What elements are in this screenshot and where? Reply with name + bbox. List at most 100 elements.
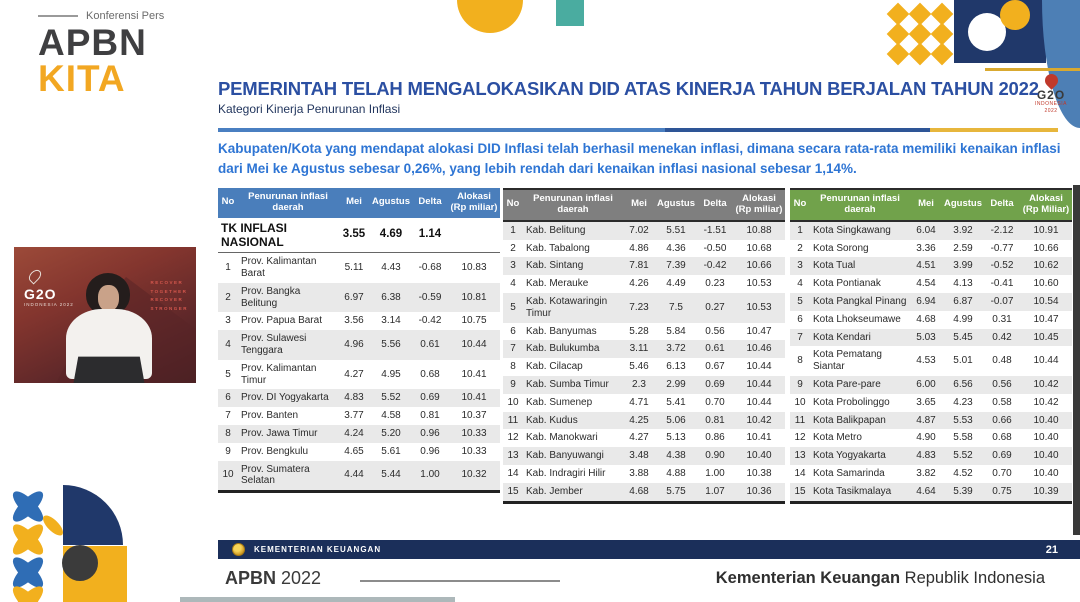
table-cell: 3.65 [916, 396, 936, 408]
column-header: Agustus [942, 189, 984, 221]
table-cell: 15 [507, 485, 519, 497]
table-cell: 4.24 [344, 427, 364, 439]
kabupaten-inflation-table: No Penurunan inflasi daerah Mei Agustus Delt… [503, 188, 785, 504]
table-cell: 9 [510, 379, 516, 391]
column-header: Alokasi (Rp Miliar) [1020, 189, 1072, 221]
ministry-rest: Republik Indonesia [900, 569, 1045, 587]
table-cell: 0.75 [992, 485, 1012, 497]
table-cell: 2.3 [632, 379, 646, 391]
table-cell: Kab. Manokwari [526, 432, 598, 444]
table-cell: 6 [510, 325, 516, 337]
table-cell [448, 217, 500, 254]
table-cell: 13 [507, 450, 519, 462]
table-cell: 7 [797, 331, 803, 343]
table-cell: 11 [507, 414, 519, 426]
table-cell: 10.60 [1033, 278, 1059, 290]
table-cell: 7.5 [669, 301, 683, 313]
table-cell: 10.47 [746, 325, 772, 337]
table-row: 1 Kab. Belitung 7.02 5.51 -1.51 10.88 [503, 220, 785, 240]
footer-bar: KEMENTERIAN KEUANGAN 21 [218, 540, 1080, 559]
table-cell: 0.67 [705, 361, 725, 373]
table-cell: -0.59 [418, 291, 442, 303]
table-cell: 10 [507, 396, 519, 408]
table-cell: 10.36 [746, 485, 772, 497]
table-cell: -0.42 [418, 315, 442, 327]
table-cell: 5.53 [953, 414, 973, 426]
video-g20-logo: G2O INDONESIA 2022 [24, 267, 74, 307]
column-header: No [218, 188, 238, 218]
table-header-row: No Penurunan inflasi daerah Mei Agustus Delt… [790, 189, 1072, 221]
table-cell: -0.07 [990, 296, 1014, 308]
table-row: 4 Kab. Merauke 4.26 4.49 0.23 10.53 [503, 275, 785, 293]
table-cell: 3.48 [629, 450, 649, 462]
table-cell: 0.70 [705, 396, 725, 408]
g20-ornament-icon [26, 267, 44, 285]
table-cell: 10.40 [1033, 468, 1059, 479]
table-cell: -2.12 [990, 224, 1014, 236]
table-cell: 0.86 [705, 432, 725, 444]
table-row: 6 Prov. DI Yogyakarta 4.83 5.52 0.69 10.41 [218, 389, 500, 408]
table-row: 11 Kota Balikpapan 4.87 5.53 0.66 10.40 [790, 411, 1072, 430]
table-cell: 10.88 [746, 224, 772, 236]
table-cell: 1 [797, 224, 803, 236]
table-cell: 4 [510, 278, 516, 290]
table-cell: -0.77 [990, 242, 1014, 254]
table-cell: Kab. Sumba Timur [526, 379, 609, 391]
table-row: 9 Prov. Bengkulu 4.65 5.61 0.96 10.33 [218, 443, 500, 461]
table-row: 9 Kab. Sumba Timur 2.3 2.99 0.69 10.44 [503, 376, 785, 394]
table-cell: 0.66 [992, 414, 1012, 426]
table-row: 3 Kota Tual 4.51 3.99 -0.52 10.62 [790, 257, 1072, 276]
table-cell: 3.77 [344, 410, 364, 422]
table-cell: 3.72 [666, 343, 686, 355]
table-cell: 4.96 [344, 339, 364, 351]
table-cell: 10.47 [1033, 313, 1059, 325]
table-cell: 3.11 [629, 343, 649, 355]
table-cell: Kab. Sintang [526, 260, 584, 272]
table-row: 6 Kota Lhokseumawe 4.68 4.99 0.31 10.47 [790, 311, 1072, 329]
table-cell: 5.20 [381, 427, 401, 439]
table-cell: 10.40 [1033, 414, 1059, 426]
table-cell: 6.38 [381, 291, 401, 303]
table-row: 15 Kota Tasikmalaya 4.64 5.39 0.75 10.39 [790, 482, 1072, 503]
table-cell: Prov. Sulawesi Tenggara [241, 333, 307, 356]
table-cell: 9 [225, 445, 231, 457]
table-cell: 4.64 [916, 485, 936, 497]
table-cell: 5.39 [953, 485, 973, 497]
page-title: PEMERINTAH TELAH MENGALOKASIKAN DID ATAS… [218, 78, 1039, 99]
table-cell: 2 [510, 242, 516, 254]
table-row: 10 Kab. Sumenep 4.71 5.41 0.70 10.44 [503, 394, 785, 412]
apbn-year: 2022 [276, 568, 322, 588]
province-inflation-table: No Penurunan inflasi daerah Mei Agustus Delt… [218, 188, 500, 494]
separator-darkblue [665, 128, 930, 132]
event-label: Konferensi Pers [86, 10, 165, 22]
table-cell: 10.40 [746, 450, 772, 462]
table-cell: 5.52 [381, 392, 401, 404]
table-cell: 1 [510, 224, 516, 236]
table-cell: 5.56 [381, 339, 401, 351]
table-cell: 4.25 [629, 414, 649, 426]
table-row: 7 Prov. Banten 3.77 4.58 0.81 10.37 [218, 407, 500, 425]
table-row: 6 Kab. Banyumas 5.28 5.84 0.56 10.47 [503, 323, 785, 341]
table-cell: 0.69 [420, 392, 440, 404]
table-cell: 5.11 [344, 262, 364, 274]
speaker-video-thumbnail[interactable]: G2O INDONESIA 2022 RECOVER TOGETHER RECO… [14, 247, 196, 383]
table-cell: 10.33 [461, 445, 487, 457]
table-row: 4 Prov. Sulawesi Tenggara 4.96 5.56 0.61 10.4… [218, 330, 500, 360]
table-cell: 10.83 [461, 262, 487, 274]
table-cell: Kota Samarinda [813, 468, 885, 479]
table-cell: 10.53 [746, 301, 772, 313]
table-cell: 10.66 [1033, 242, 1059, 254]
table-cell: 6 [225, 392, 231, 404]
table-cell: 14 [507, 468, 519, 479]
table-cell: Kota Balikpapan [813, 414, 886, 426]
table-cell: 5.75 [666, 485, 686, 497]
table-cell: 6.94 [916, 296, 936, 308]
g20-text: G2O [1036, 88, 1066, 102]
table-row: 7 Kota Kendari 5.03 5.45 0.42 10.45 [790, 328, 1072, 347]
table-cell: 15 [794, 485, 806, 497]
table-cell: 10.37 [461, 410, 487, 422]
table-cell: Kab. Cilacap [526, 361, 583, 373]
kemenkeu-emblem-icon [232, 543, 245, 556]
apbn-bold: APBN [225, 568, 277, 588]
table-cell: 2 [225, 291, 231, 303]
